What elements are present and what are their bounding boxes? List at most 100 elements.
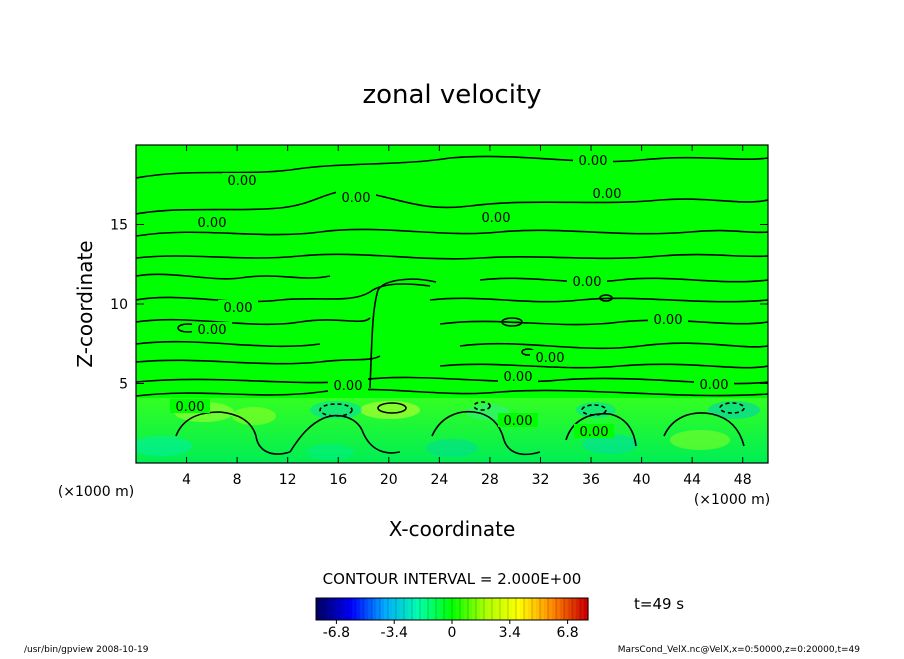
contour-label-9: 0.00 [198,323,227,338]
footer-right: MarsCond_VelX.nc@VelX,x=0:50000,z=0:2000… [618,645,861,654]
colorbar-cell-47 [504,598,509,620]
x-tick-label-44: 44 [683,472,701,488]
colorbar-cell-64 [572,598,577,620]
contour-label-bg-3 [587,186,627,200]
contour-line-4 [136,273,331,280]
contour-closed-6 [501,317,523,327]
colorbar-cell-16 [380,598,385,620]
colorbar-cell-61 [560,598,565,620]
colorbar-cell-6 [340,598,345,620]
contour-line-21 [663,412,745,447]
colorbar-cell-44 [492,598,497,620]
x-axis: 4 8 12 16 20 24 28 32 36 40 44 48 [182,145,752,488]
contour-label-bg-12 [328,378,368,392]
contour-label-bg-7 [218,300,258,314]
colorbar-cell-12 [364,598,369,620]
colorbar-cell-13 [368,598,373,620]
colorbar-cell-22 [404,598,409,620]
contour-closed-1 [377,402,407,414]
colorbar-cell-31 [440,598,445,620]
contour-label-10: 0.00 [536,351,565,366]
y-tick-label-5: 5 [119,377,128,393]
colorbar-cell-18 [388,598,393,620]
colorbar-cell-58 [548,598,553,620]
colorbar-cell-14 [372,598,377,620]
contour-line-2 [136,228,768,237]
colorbar-cell-23 [408,598,413,620]
colorbar-cell-63 [568,598,573,620]
x-tick-label-40: 40 [633,472,651,488]
contour-label-bg-14 [170,399,210,413]
colorbar-cell-21 [400,598,405,620]
colorbar-cell-42 [484,598,489,620]
colorbar-cell-49 [512,598,517,620]
contour-label-8: 0.00 [654,313,683,328]
x-tick-label-28: 28 [481,472,499,488]
x-tick-label-32: 32 [532,472,550,488]
contour-line-13 [439,363,768,369]
colorbar-cell-38 [468,598,473,620]
contour-closed-2 [581,404,607,416]
footer-left: /usr/bin/gpview 2008-10-19 [24,645,149,654]
x-tick-label-16: 16 [329,472,347,488]
x-tick-label-12: 12 [279,472,297,488]
contour-label-bg-6 [567,274,607,288]
colorbar-cell-30 [436,598,441,620]
colorbar-cell-45 [496,598,501,620]
contour-closed-3 [719,402,745,414]
plot-area: 0.000.000.000.000.000.000.000.000.000.00… [136,145,768,463]
contour-label-bg-1 [336,190,376,204]
contour-label-5: 0.00 [198,216,227,231]
colorbar-tick-label-0: -6.8 [323,625,350,641]
colorbar-cell-5 [336,598,341,620]
colorbar-cell-26 [420,598,425,620]
colorbar-cell-57 [544,598,549,620]
field-shade-3 [310,401,362,419]
colorbar-cell-55 [536,598,541,620]
colorbar-tick-label-1: -3.4 [381,625,408,641]
contour-line-0 [136,155,768,179]
contour-line-7 [429,297,768,303]
contour-label-6: 0.00 [573,275,602,290]
contour-label-bg-9 [192,322,232,336]
x-axis-title: X-coordinate [389,517,516,541]
colorbar-cell-3 [328,598,333,620]
colorbar-cell-7 [344,598,349,620]
colorbar-cell-29 [432,598,437,620]
colorbar-cell-53 [528,598,533,620]
contour-label-bg-11 [498,369,538,383]
colorbar-cell-35 [456,598,461,620]
contour-line-15 [136,388,768,397]
colorbar-cell-33 [448,598,453,620]
contour-label-12: 0.00 [334,379,363,394]
contour-label-bg-8 [648,312,688,326]
colorbar-cell-27 [424,598,429,620]
chart-title: zonal velocity [362,80,541,110]
colorbar-cell-9 [352,598,357,620]
y-axis: 5 10 15 [110,218,768,393]
contour-label-4: 0.00 [482,211,511,226]
contour-closed-4 [473,401,491,411]
field-shade-9 [582,434,638,454]
contour-line-9 [439,319,768,326]
colorbar-cell-43 [488,598,493,620]
colorbar-cell-65 [576,598,581,620]
colorbar-cell-37 [464,598,469,620]
x-tick-label-24: 24 [430,472,448,488]
colorbar-cell-24 [412,598,417,620]
colorbar-cell-20 [396,598,401,620]
contour-closed-5 [599,294,613,302]
contour-line-16 [369,278,437,389]
field-shade-1 [232,407,276,425]
contour-line-5 [479,277,768,283]
colorbar-cell-15 [376,598,381,620]
contour-label-13: 0.00 [700,378,729,393]
contour-label-bg-16 [574,424,614,438]
colorbar-cell-48 [508,598,513,620]
colorbar [315,597,589,621]
colorbar-cell-40 [476,598,481,620]
contour-line-17 [175,411,291,455]
contour-label-1: 0.00 [342,191,371,206]
